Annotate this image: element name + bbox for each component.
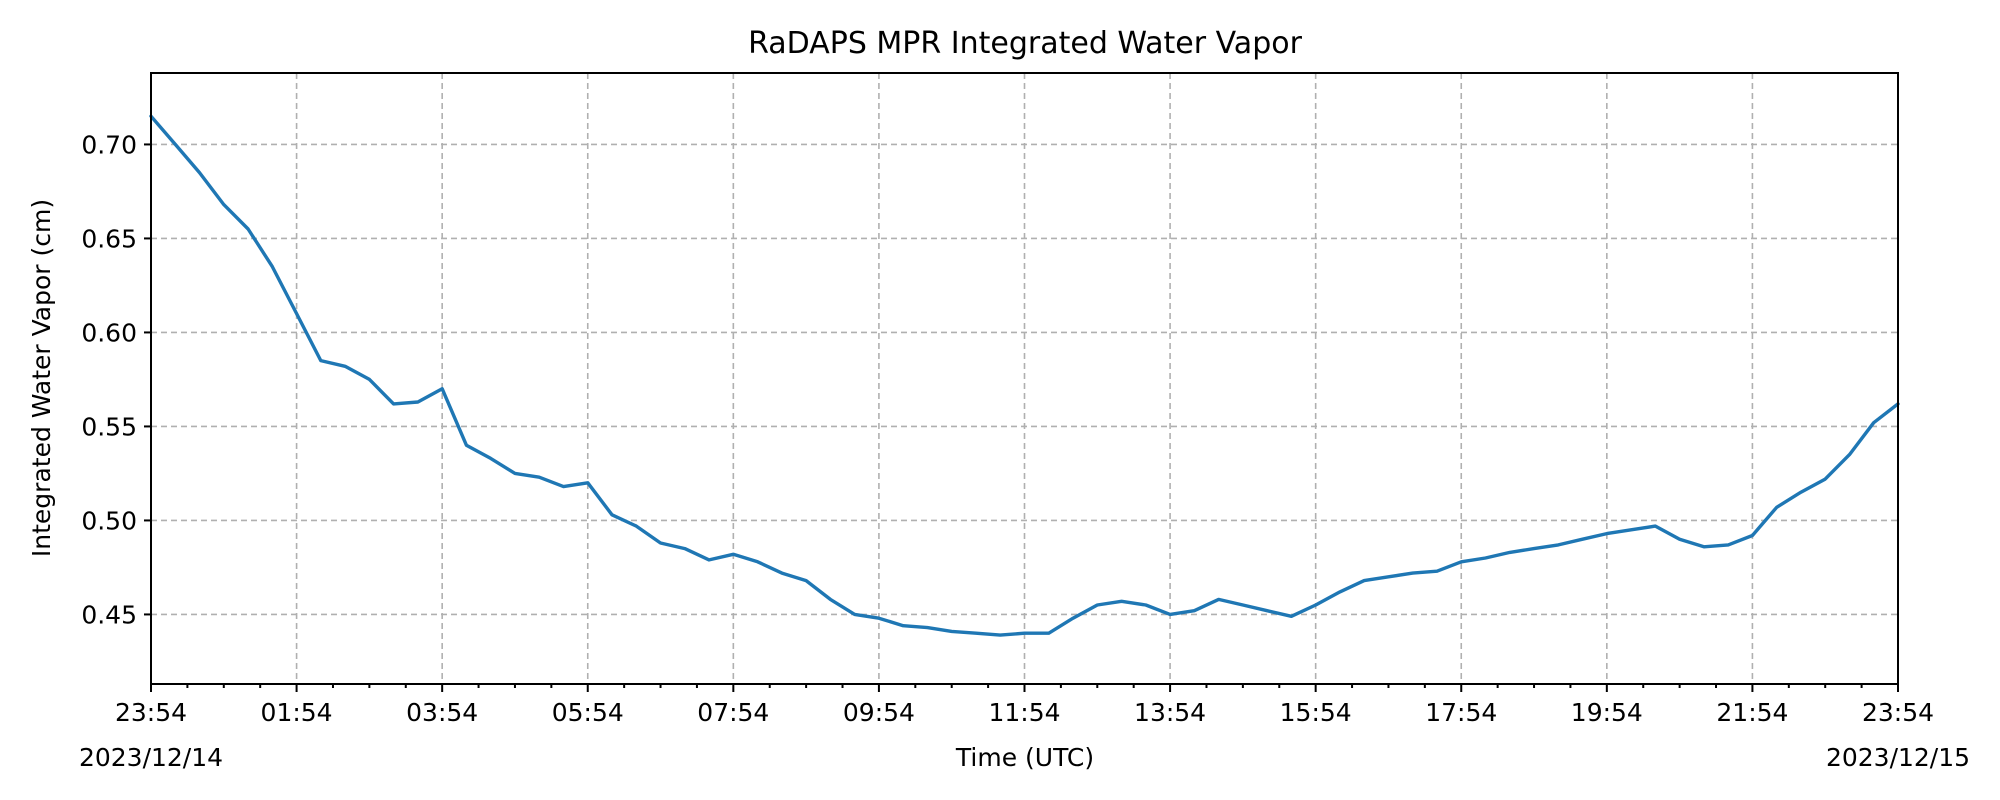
x-axis-label: Time (UTC) (955, 743, 1094, 772)
x-tick-label: 21:54 (1716, 698, 1788, 727)
y-axis-label: Integrated Water Vapor (cm) (27, 199, 56, 557)
x-tick-label: 01:54 (261, 698, 333, 727)
y-tick-label: 0.70 (81, 130, 137, 159)
x-tick-label: 17:54 (1425, 698, 1497, 727)
grid (151, 73, 1898, 684)
x-date-label-end: 2023/12/15 (1826, 743, 1970, 772)
x-tick-label: 23:54 (1862, 698, 1934, 727)
y-tick-label: 0.55 (81, 412, 137, 441)
ticks: 0.45 0.50 0.55 0.60 0.65 0.70 23:54 01:54 03:54 0… (81, 130, 1934, 727)
y-tick-label: 0.45 (81, 600, 137, 629)
y-tick-label: 0.50 (81, 506, 137, 535)
x-tick-label: 19:54 (1571, 698, 1643, 727)
x-tick-label: 03:54 (406, 698, 478, 727)
x-tick-label: 09:54 (843, 698, 915, 727)
x-tick-label: 23:54 (115, 698, 187, 727)
series-layer (149, 114, 1900, 637)
chart-title: RaDAPS MPR Integrated Water Vapor (748, 26, 1303, 61)
y-tick-label: 0.60 (81, 318, 137, 347)
x-tick-label: 15:54 (1280, 698, 1352, 727)
plot-frame (150, 72, 1899, 685)
y-tick-label: 0.65 (81, 224, 137, 253)
series-line (149, 114, 1900, 637)
x-tick-label: 07:54 (697, 698, 769, 727)
x-tick-label: 13:54 (1134, 698, 1206, 727)
x-tick-label: 05:54 (552, 698, 624, 727)
x-date-label-start: 2023/12/14 (79, 743, 223, 772)
x-tick-label: 11:54 (988, 698, 1060, 727)
